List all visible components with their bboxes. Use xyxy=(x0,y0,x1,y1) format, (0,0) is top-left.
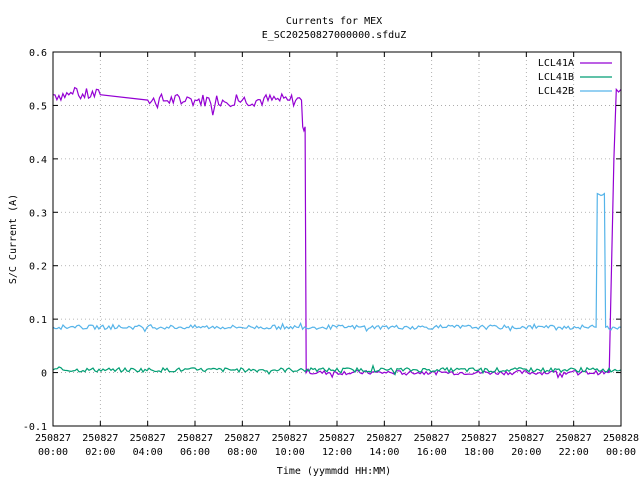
y-tick-label: 0.2 xyxy=(29,262,47,273)
x-tick-time: 22:00 xyxy=(559,447,589,458)
chart-title: Currents for MEX xyxy=(286,16,382,27)
y-tick-label: 0.1 xyxy=(29,315,47,326)
x-tick-date: 250827 xyxy=(319,433,355,444)
series-line-lcl41b xyxy=(52,363,622,376)
legend-label: LCL41A xyxy=(538,58,574,69)
y-tick-label: 0.6 xyxy=(29,48,47,59)
y-tick-label: 0.5 xyxy=(29,101,47,112)
y-tick-label: 0.4 xyxy=(29,155,47,166)
x-tick-time: 12:00 xyxy=(322,447,352,458)
legend-label: LCL42B xyxy=(538,86,574,97)
x-tick-time: 04:00 xyxy=(133,447,163,458)
legend: LCL41A LCL41B LCL42B xyxy=(538,58,612,97)
x-tick-date: 250827 xyxy=(82,433,118,444)
x-tick-date: 250827 xyxy=(414,433,450,444)
x-tick-time: 10:00 xyxy=(275,447,305,458)
x-tick-time: 16:00 xyxy=(417,447,447,458)
x-axis: 250827 00:00 250827 02:00 250827 04:00 250827 0… xyxy=(35,52,639,458)
y-axis: -0.1 0 0.1 0.2 0.3 0.4 0.5 0.6 xyxy=(23,48,621,433)
x-tick-date: 250827 xyxy=(130,433,166,444)
x-axis-label: Time (yymmdd HH:MM) xyxy=(277,466,391,477)
series-line-lcl42b xyxy=(52,192,622,333)
series-layer xyxy=(52,86,622,379)
x-tick-time: 00:00 xyxy=(38,447,68,458)
y-tick-label: 0.3 xyxy=(29,208,47,219)
x-tick-date: 250827 xyxy=(272,433,308,444)
x-tick-time: 02:00 xyxy=(85,447,115,458)
x-tick-time: 00:00 xyxy=(606,447,636,458)
x-tick-time: 14:00 xyxy=(369,447,399,458)
y-tick-label: -0.1 xyxy=(23,422,47,433)
x-tick-date: 250827 xyxy=(35,433,71,444)
x-tick-date: 250827 xyxy=(177,433,213,444)
x-tick-date: 250827 xyxy=(556,433,592,444)
y-axis-label: S/C Current (A) xyxy=(8,194,19,284)
x-tick-date: 250827 xyxy=(224,433,260,444)
y-tick-label: 0 xyxy=(41,369,47,380)
x-tick-date: 250827 xyxy=(461,433,497,444)
chart-subtitle: E_SC20250827000000.sfduZ xyxy=(262,30,407,41)
x-tick-date: 250827 xyxy=(366,433,402,444)
x-tick-time: 06:00 xyxy=(180,447,210,458)
x-tick-date: 250827 xyxy=(508,433,544,444)
x-tick-date: 250828 xyxy=(603,433,639,444)
x-tick-time: 08:00 xyxy=(227,447,257,458)
legend-label: LCL41B xyxy=(538,72,574,83)
x-tick-time: 20:00 xyxy=(511,447,541,458)
x-tick-time: 18:00 xyxy=(464,447,494,458)
